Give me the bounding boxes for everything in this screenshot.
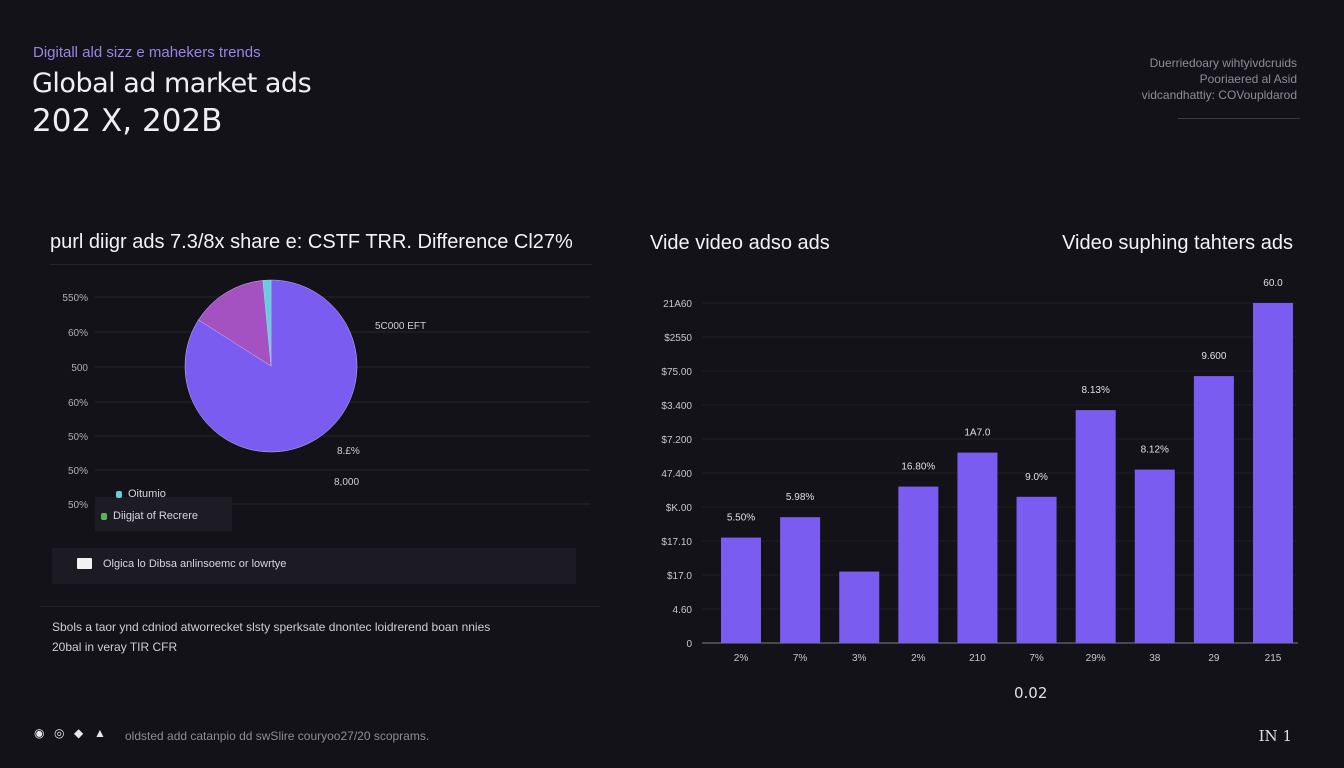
page-number: IN 1 (1258, 727, 1292, 745)
bar-data-label: 9.0% (1025, 472, 1048, 483)
bar (957, 452, 998, 643)
x-tick-label: 7% (793, 653, 808, 664)
x-tick-label: 7% (1029, 653, 1044, 664)
pie-slice (198, 280, 272, 367)
header-note-1: Duerriedoary wihtyivdcruids (1149, 56, 1297, 70)
y-tick-label: 500 (71, 363, 88, 374)
y-tick-label: 0 (686, 639, 692, 650)
bar (1193, 376, 1234, 643)
x-tick-label: 29 (1208, 653, 1220, 664)
bar-data-label: 5.98% (786, 492, 814, 503)
bar-data-label: 9.600 (1201, 351, 1226, 362)
bar-data-label: 5.50% (727, 513, 755, 524)
x-tick-label: 210 (969, 653, 986, 664)
description-line: 20bal in veray TIR CFR (52, 640, 178, 654)
legend-swatch (101, 512, 107, 520)
bar-data-label: 16.80% (901, 462, 935, 473)
x-tick-label: 215 (1265, 653, 1282, 664)
y-tick-label: $17.10 (661, 537, 692, 548)
target-icon: ◎ (54, 726, 65, 740)
right-panel-heading: Vide video adso ads (650, 232, 830, 254)
y-tick-label: $75.00 (661, 367, 692, 378)
x-tick-label: 3% (852, 653, 867, 664)
footer-text: oldsted add catanpio dd swSlire couryoo2… (125, 729, 430, 743)
divider (40, 606, 600, 607)
x-tick-label: 29% (1086, 653, 1106, 664)
bar (1075, 410, 1116, 643)
bar-data-label: 8.13% (1081, 385, 1109, 396)
legend-item[interactable]: Diigjat of Recrere (101, 510, 198, 522)
bar (1253, 303, 1293, 643)
y-tick-label: 60% (68, 328, 88, 339)
y-tick-label: 47.400 (661, 469, 692, 480)
legend-box (95, 497, 232, 531)
y-tick-label: $7.200 (661, 435, 692, 446)
header-note-3: vidcandhattiy: COVoupldarod (1141, 88, 1297, 102)
legend-label: Diigjat of Recrere (113, 510, 198, 522)
bar-data-label: 8.12% (1141, 445, 1169, 456)
footer-icons: ◉ ◎ ◆ ▲ (34, 727, 106, 739)
page-subtitle: 202 X, 202B (32, 103, 223, 139)
y-tick-label: 21A60 (663, 299, 692, 310)
y-tick-label: $K.00 (666, 503, 693, 514)
footer-legend-label: Olgica lo Dibsa anlinsoemc or lowrtye (103, 558, 287, 570)
description-line: Sbols a taor ynd cdniod atworrecket slst… (52, 620, 491, 634)
x-tick-label: 2% (734, 653, 749, 664)
eyebrow: Digitall ald sizz e mahekers trends (33, 44, 261, 61)
footer-legend-box (52, 548, 576, 584)
y-tick-label: 50% (68, 432, 88, 443)
pie-annotation: 5C000 EFT (375, 321, 427, 332)
pie-annotation: 8,000 (334, 477, 360, 488)
x-tick-label: 2% (911, 653, 926, 664)
leaf-icon: ▲ (94, 726, 106, 740)
swirl-icon: ◉ (34, 726, 45, 740)
right-panel-heading-secondary: Video suphing tahters ads (1062, 232, 1293, 254)
legend-item[interactable]: Oitumio (116, 488, 166, 500)
x-axis-title: 0.02 (1014, 684, 1048, 702)
divider (50, 264, 592, 265)
bar (1016, 496, 1057, 643)
y-tick-label: $17.0 (667, 571, 692, 582)
y-tick-label: $3.400 (661, 401, 692, 412)
bar (1134, 469, 1175, 643)
y-tick-label: 4.60 (673, 605, 693, 616)
header-note-2: Pooriaered al Asid (1199, 72, 1297, 86)
bar-data-label: 60.0 (1263, 278, 1283, 289)
drop-icon: ◆ (74, 726, 84, 740)
bar (839, 571, 880, 643)
bar (721, 537, 761, 643)
divider (1178, 118, 1300, 119)
pie-annotation: 8.£% (337, 446, 360, 457)
bar-data-label: 1A7.0 (964, 428, 991, 439)
pie-slice (262, 279, 272, 367)
page-title: Global ad market ads (32, 68, 312, 99)
y-tick-label: 60% (68, 398, 88, 409)
legend-swatch (116, 490, 122, 498)
bar (898, 486, 939, 643)
y-tick-label: $2550 (664, 333, 692, 344)
left-panel-heading: purl diigr ads 7.3/8x share e: CSTF TRR.… (50, 231, 573, 253)
legend-label: Oitumio (128, 488, 166, 500)
x-tick-label: 38 (1149, 653, 1161, 664)
y-tick-label: 50% (68, 500, 88, 511)
y-tick-label: 50% (68, 466, 88, 477)
legend-swatch (77, 558, 92, 569)
bar (780, 517, 821, 643)
y-tick-label: 550% (62, 293, 88, 304)
